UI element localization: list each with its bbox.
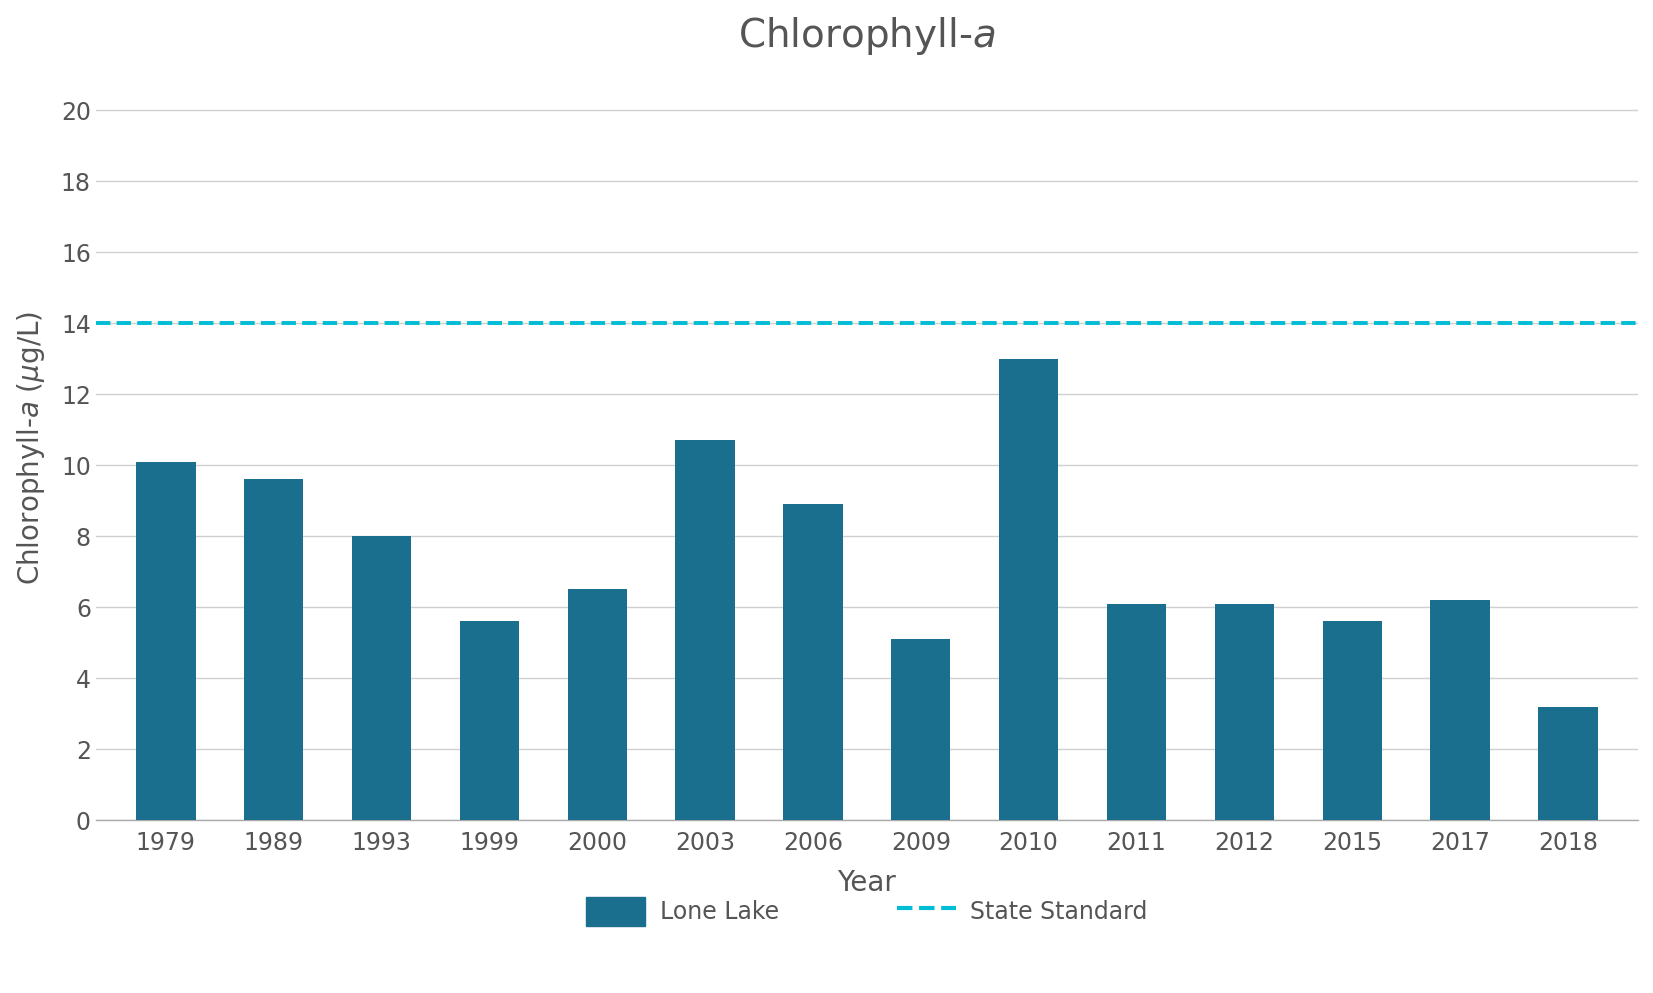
Bar (1430, 600, 1489, 820)
Bar (567, 590, 626, 820)
Bar (998, 358, 1058, 820)
Bar (1539, 707, 1597, 820)
Bar (352, 536, 412, 820)
Bar (784, 504, 843, 820)
Legend: Lone Lake, State Standard: Lone Lake, State Standard (577, 888, 1157, 935)
X-axis label: Year: Year (838, 869, 896, 897)
Title: Chlorophyll-$a$: Chlorophyll-$a$ (739, 15, 995, 57)
Y-axis label: Chlorophyll-$a$ ($\mu$g/L): Chlorophyll-$a$ ($\mu$g/L) (15, 311, 46, 585)
Bar (1322, 622, 1382, 820)
Bar (1108, 604, 1165, 820)
Bar (245, 480, 304, 820)
Bar (676, 440, 736, 820)
Bar (1215, 604, 1274, 820)
Bar (891, 639, 950, 820)
Bar (136, 462, 195, 820)
Bar (460, 622, 519, 820)
